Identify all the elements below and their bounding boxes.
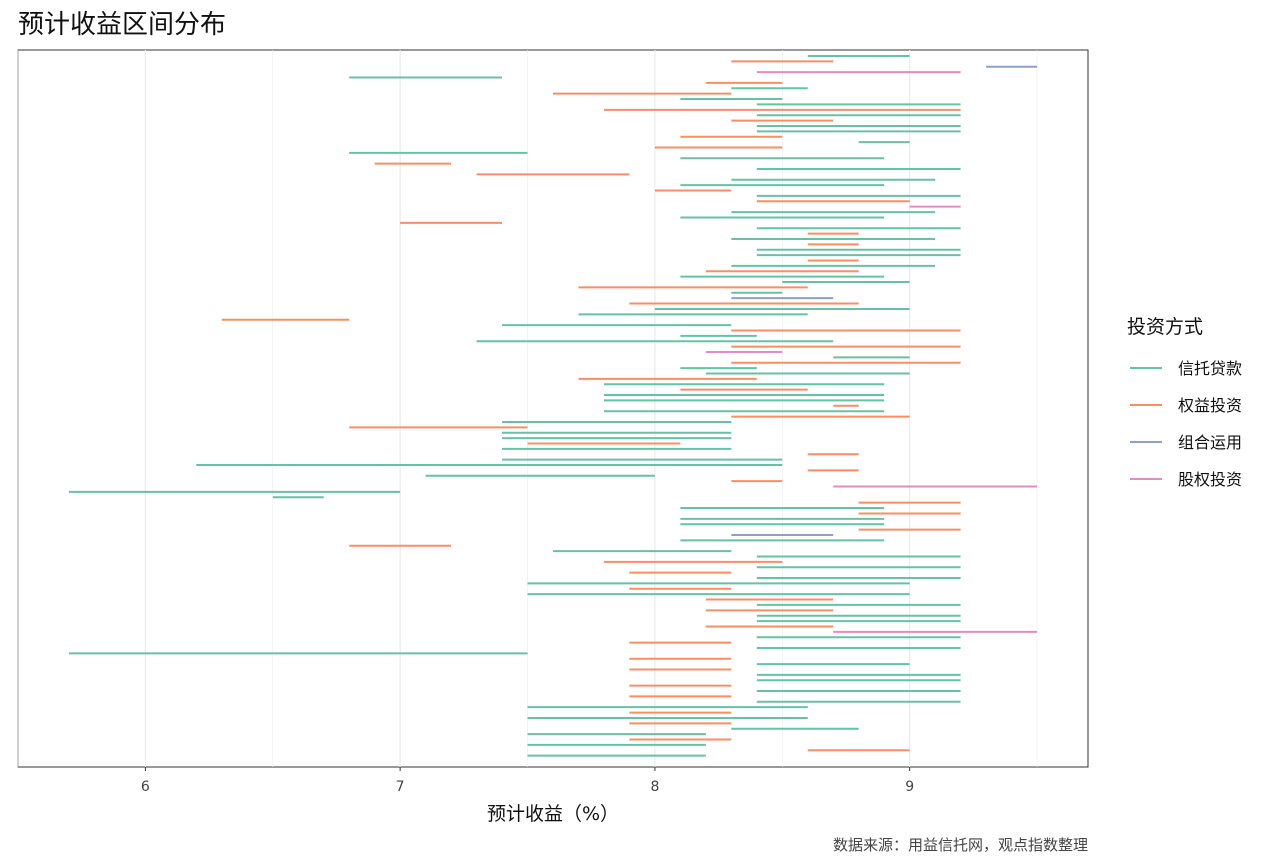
caption: 数据来源：用益信托网，观点指数整理	[833, 836, 1088, 854]
x-axis: 6 7 8 9	[141, 767, 914, 795]
x-tick-label: 8	[650, 779, 659, 795]
x-axis-title: 预计收益（%）	[487, 803, 619, 825]
legend-label: 组合运用	[1178, 433, 1242, 452]
legend-label: 信托贷款	[1178, 359, 1242, 378]
legend-title: 投资方式	[1127, 316, 1203, 338]
legend-label: 权益投资	[1178, 396, 1242, 415]
plot-area	[17, 49, 1089, 768]
x-tick-label: 7	[396, 779, 405, 795]
x-tick-label: 6	[141, 779, 150, 795]
x-tick-label: 9	[905, 779, 914, 795]
chart-title: 预计收益区间分布	[18, 10, 226, 40]
legend-label: 股权投资	[1178, 470, 1242, 489]
plot-panel	[17, 49, 1089, 768]
range-segments	[68, 55, 1038, 757]
